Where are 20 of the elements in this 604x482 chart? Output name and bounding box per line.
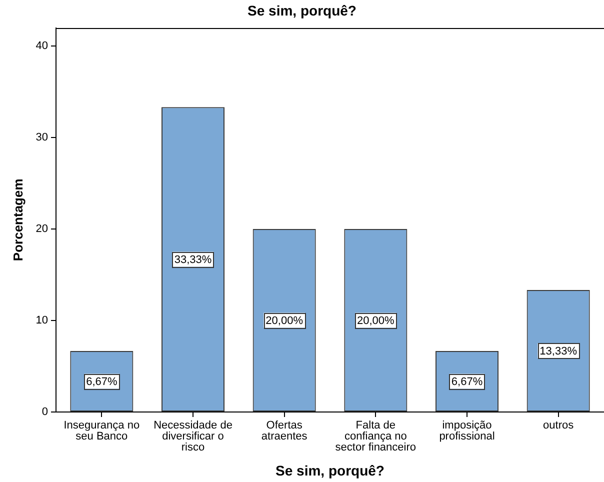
data-label: 20,00% — [266, 314, 304, 327]
x-tick-label: Insegurança no seu Banco — [64, 420, 140, 443]
x-tick-label: Necessidade de diversificar o risco — [154, 420, 232, 454]
x-tick-label: imposição profissional — [439, 420, 495, 443]
y-tick-label: 30 — [36, 132, 48, 144]
x-tick-label: Falta de confiança no sector financeiro — [335, 420, 416, 454]
chart-title: Se sim, porquê? — [248, 2, 356, 18]
x-axis-title: Se sim, porquê? — [276, 462, 384, 478]
data-label: 13,33% — [540, 345, 578, 358]
y-tick-label: 20 — [36, 223, 48, 236]
y-axis-title: Porcentagem — [10, 178, 26, 262]
x-tick-label: outros — [543, 420, 574, 432]
data-label: 6,67% — [451, 376, 483, 388]
data-label: 6,67% — [86, 376, 118, 388]
y-tick-label: 40 — [36, 40, 48, 52]
y-tick-label: 10 — [36, 314, 48, 327]
y-tick-label: 0 — [42, 406, 48, 418]
data-label: 20,00% — [357, 314, 395, 327]
data-label: 33,33% — [174, 254, 212, 266]
x-tick-label: Ofertas atraentes — [261, 420, 308, 443]
